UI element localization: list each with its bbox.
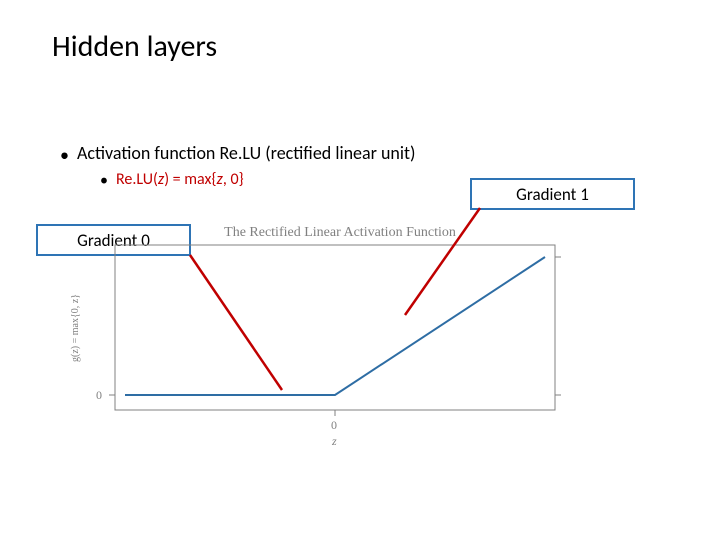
pointer-line-gradient-1 xyxy=(405,208,480,315)
pointer-lines xyxy=(0,0,720,540)
slide: { "title": { "text": "Hidden layers", "f… xyxy=(0,0,720,540)
pointer-line-gradient-0 xyxy=(190,255,282,390)
